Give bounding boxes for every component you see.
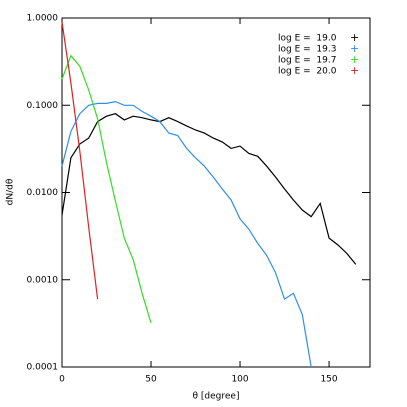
x-tick-label: 50 xyxy=(145,375,157,385)
y-tick-label: 0.1000 xyxy=(27,101,59,111)
x-axis-label: θ [degree] xyxy=(193,392,240,402)
legend-label: log E = 19.0 xyxy=(278,34,337,44)
legend-label: log E = 19.3 xyxy=(278,45,336,55)
series-line xyxy=(61,54,152,324)
series-line xyxy=(61,113,357,265)
y-tick-label: 0.0100 xyxy=(27,188,59,198)
series-line xyxy=(61,100,312,368)
legend-symbol: + xyxy=(350,53,359,66)
series-line xyxy=(61,21,99,300)
legend-symbol: + xyxy=(350,31,359,44)
legend-symbol: + xyxy=(350,42,359,55)
y-tick-label: 1.0000 xyxy=(27,14,59,24)
legend-symbol: + xyxy=(350,64,359,77)
legend-label: log E = 19.7 xyxy=(278,56,336,66)
x-tick-label: 150 xyxy=(320,375,337,385)
x-tick-label: 100 xyxy=(231,375,248,385)
legend-label: log E = 20.0 xyxy=(278,67,337,77)
y-axis-label: dN/dθ xyxy=(6,178,16,205)
y-tick-label: 0.0001 xyxy=(27,363,59,373)
x-tick-label: 0 xyxy=(59,375,65,385)
y-tick-label: 0.0010 xyxy=(27,275,59,285)
